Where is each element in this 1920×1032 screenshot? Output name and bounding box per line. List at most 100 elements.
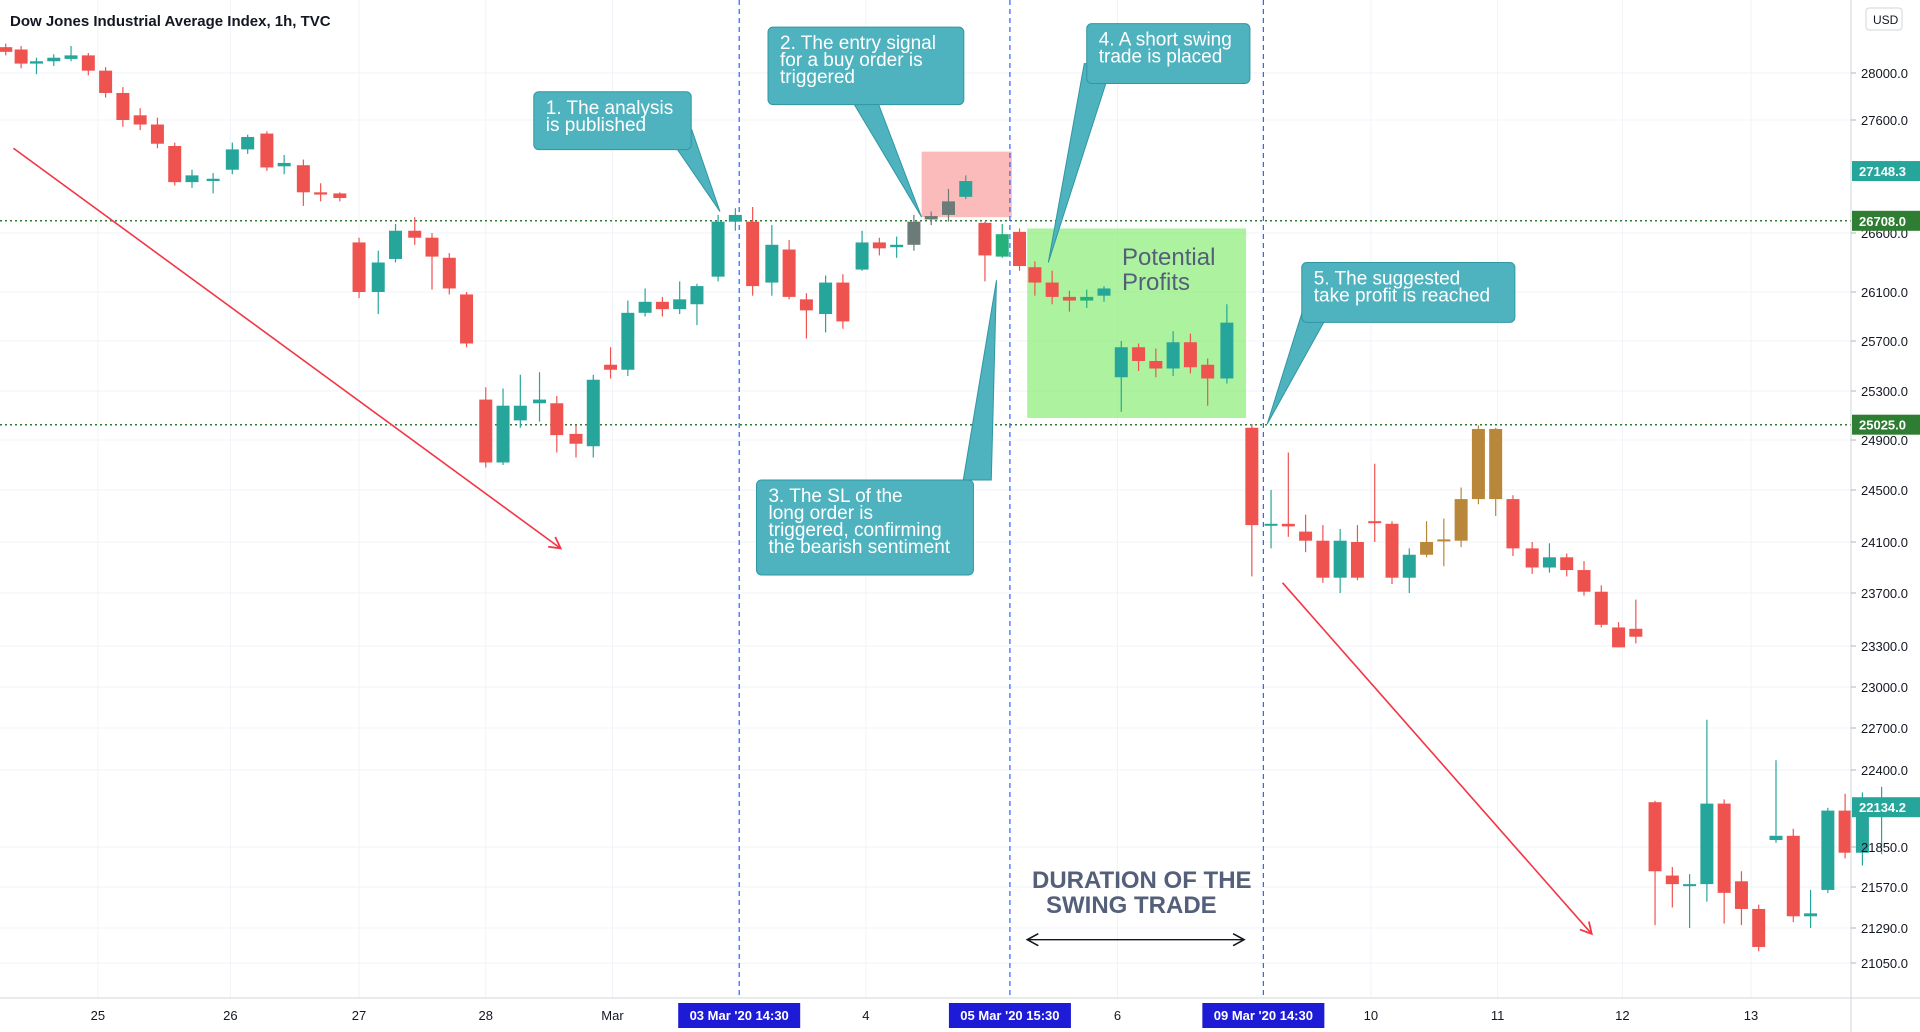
time-marker-tag xyxy=(948,1003,1071,1028)
candle xyxy=(890,236,904,258)
trend-arrow xyxy=(12,147,563,550)
candle-body xyxy=(1045,282,1059,297)
date-tick-label: 26 xyxy=(223,1008,237,1023)
candle-body xyxy=(799,299,813,311)
candle-body xyxy=(855,242,869,270)
candle xyxy=(1786,828,1800,923)
candle-body xyxy=(1220,322,1234,379)
candle xyxy=(690,283,704,326)
candle xyxy=(569,425,583,458)
candle xyxy=(0,43,13,56)
candle xyxy=(638,288,652,317)
candle xyxy=(1183,333,1197,374)
candle-body xyxy=(1245,427,1259,526)
callout-text-line: 4. A short swing xyxy=(1099,30,1232,51)
candle xyxy=(1804,889,1818,928)
candle xyxy=(1821,807,1835,893)
time-marker-tag xyxy=(1202,1003,1325,1028)
profit-label: Potential xyxy=(1122,244,1215,271)
callout-box xyxy=(1086,23,1251,85)
callout-text-line: 3. The SL of the xyxy=(768,486,902,507)
candle xyxy=(959,175,973,200)
candle xyxy=(1648,800,1662,926)
price-level-tag xyxy=(1852,414,1920,435)
candle-body xyxy=(1594,591,1608,625)
trend-arrow xyxy=(1281,582,1593,936)
candle-body xyxy=(690,286,704,305)
callout-text-line: long order is xyxy=(768,503,873,524)
candle-body xyxy=(959,181,973,197)
price-tick-label: 21850.0 xyxy=(1861,840,1908,855)
candle-body xyxy=(1700,803,1714,885)
candle-body xyxy=(746,221,760,287)
candle xyxy=(1489,427,1503,516)
price-tag xyxy=(1852,161,1920,182)
candle xyxy=(389,223,403,263)
candle xyxy=(782,240,796,300)
trend-arrows xyxy=(12,147,1593,936)
candle xyxy=(1114,341,1128,412)
price-tick-label: 21050.0 xyxy=(1861,956,1908,971)
candle xyxy=(29,57,43,75)
callout-text-line: 1. The analysis xyxy=(546,98,673,119)
candle xyxy=(1683,874,1697,928)
candle-body xyxy=(765,244,779,283)
price-tick-label: 28000.0 xyxy=(1861,66,1908,81)
candle xyxy=(296,159,310,206)
candle xyxy=(1437,518,1451,567)
candle-body xyxy=(1471,428,1485,500)
candle xyxy=(408,217,422,245)
candle xyxy=(460,292,474,348)
candle xyxy=(479,387,493,468)
candle-body xyxy=(260,133,274,168)
candle-body xyxy=(496,405,510,463)
candle-body xyxy=(1149,361,1163,369)
candle-body xyxy=(1350,542,1364,578)
candle-body xyxy=(1062,296,1076,301)
candle xyxy=(14,45,28,69)
candle xyxy=(799,293,813,339)
candle-body xyxy=(513,405,527,421)
candle xyxy=(1166,331,1180,376)
candle-body xyxy=(1560,557,1574,571)
candle-body xyxy=(890,244,904,248)
candle xyxy=(277,155,291,175)
candle xyxy=(64,45,78,62)
candle-body xyxy=(1506,499,1520,549)
time-marker-tag xyxy=(678,1003,801,1028)
price-tick-label: 27600.0 xyxy=(1861,113,1908,128)
candle-body xyxy=(550,403,564,436)
candle xyxy=(150,117,164,149)
candle-body xyxy=(408,230,422,238)
candle xyxy=(941,188,955,222)
price-tag xyxy=(1852,797,1920,818)
candle-body xyxy=(1333,540,1347,578)
profit-label: Profits xyxy=(1122,269,1190,296)
candle-body xyxy=(133,115,147,125)
candle-body xyxy=(0,47,13,52)
candle xyxy=(1769,760,1783,843)
date-tick-label: Mar xyxy=(601,1008,624,1023)
candle xyxy=(1752,904,1766,952)
candle-body xyxy=(1420,542,1434,555)
time-markers xyxy=(738,0,1264,998)
candle xyxy=(442,253,456,295)
candle xyxy=(185,169,199,188)
callout-tail xyxy=(962,280,997,481)
time-marker-tag-label: 05 Mar '20 15:30 xyxy=(960,1008,1059,1023)
candle-body xyxy=(1629,628,1643,637)
candle xyxy=(855,230,869,271)
candle-body xyxy=(206,178,220,182)
date-tick-label: 11 xyxy=(1491,1008,1505,1023)
candle-body xyxy=(371,262,385,292)
candle xyxy=(1080,289,1094,308)
candle-body xyxy=(1648,802,1662,872)
date-tick-label: 10 xyxy=(1364,1008,1378,1023)
candle xyxy=(586,374,600,458)
candle xyxy=(1350,525,1364,581)
date-tick-label: 27 xyxy=(352,1008,366,1023)
callout-box xyxy=(755,479,974,576)
candle xyxy=(550,395,564,453)
candle xyxy=(241,134,255,154)
